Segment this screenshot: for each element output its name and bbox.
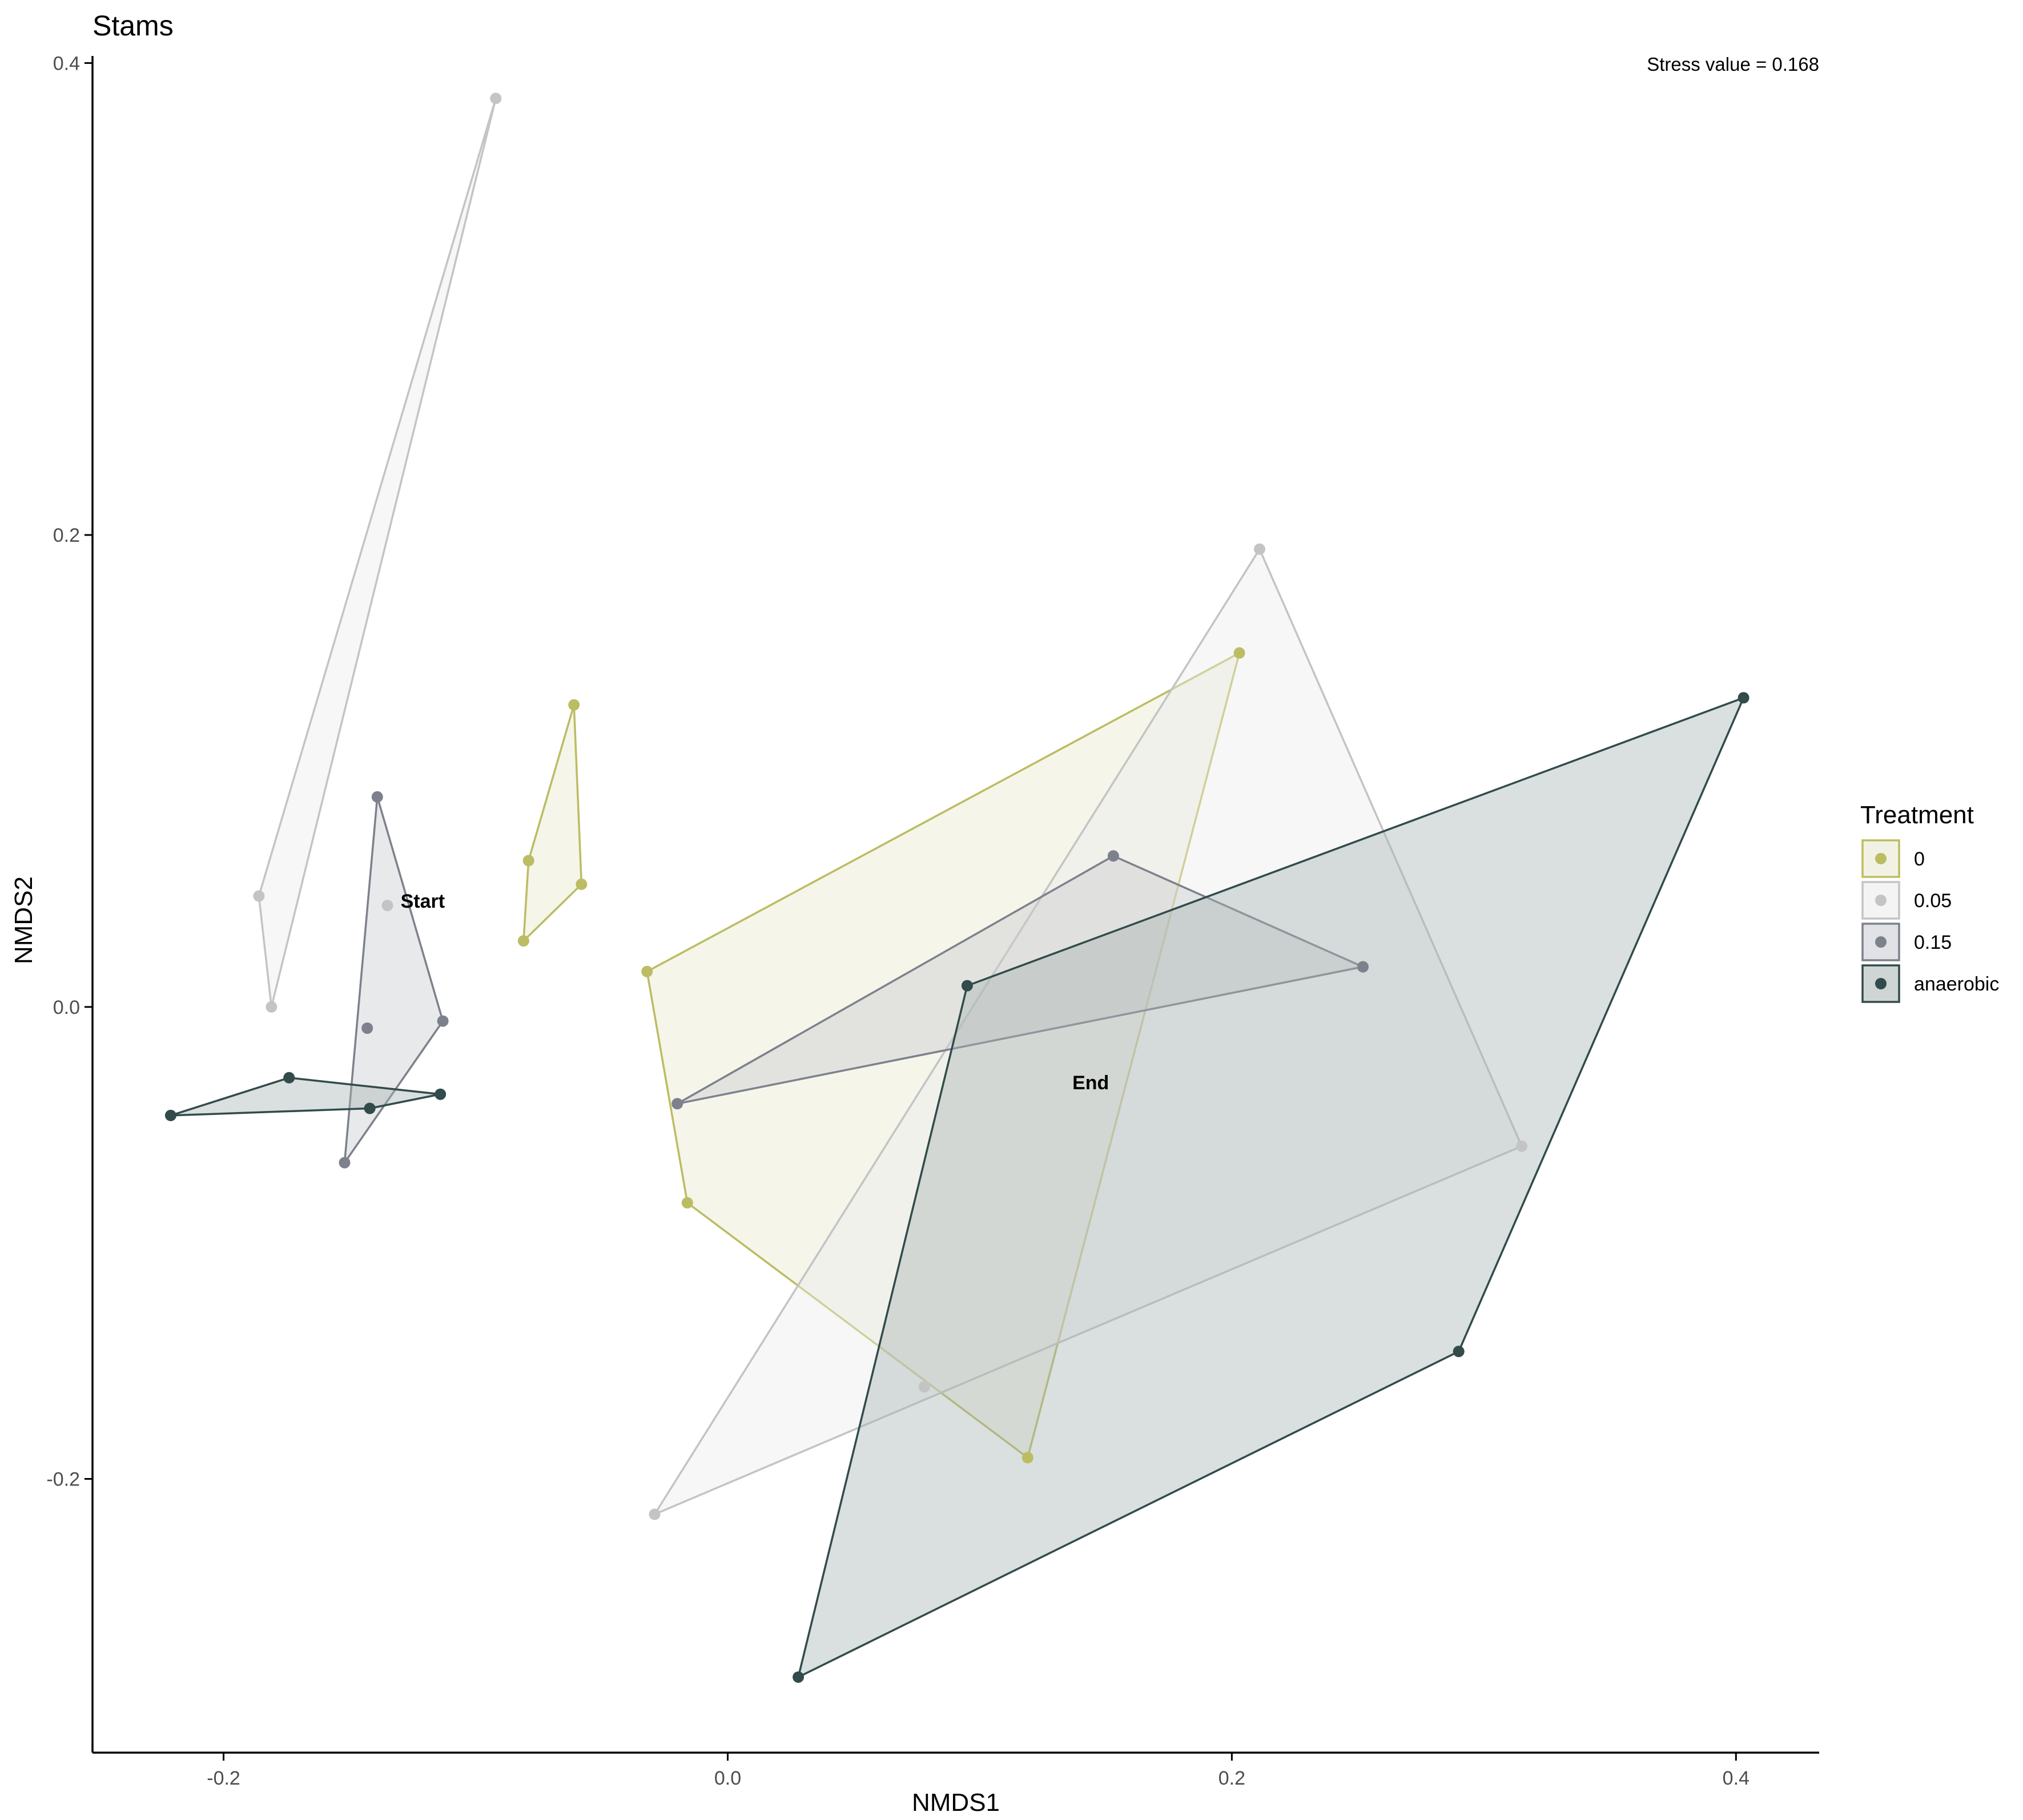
hulls-layer bbox=[170, 97, 1745, 1678]
point-0.05-1 bbox=[490, 92, 502, 104]
point-anaerobic-2 bbox=[435, 1088, 447, 1100]
point-0.15-3 bbox=[339, 1157, 351, 1169]
point-anaerobic-4 bbox=[164, 1109, 176, 1121]
annotation-start: Start bbox=[401, 891, 445, 912]
point-0.05-6 bbox=[1516, 1140, 1528, 1152]
y-axis-ticks: -0.2 0.0 0.2 0.4 bbox=[46, 53, 92, 1491]
point-0-7 bbox=[681, 1197, 693, 1209]
legend: Treatment 0 0.05 0.15 anaerobic bbox=[1860, 801, 1999, 1003]
x-tick-label: -0.2 bbox=[207, 1767, 240, 1789]
point-0.05-2 bbox=[381, 900, 393, 912]
legend-dot-0.05 bbox=[1875, 895, 1887, 906]
x-tick-label: 0.0 bbox=[714, 1767, 741, 1789]
point-anaerobic-7 bbox=[793, 1671, 805, 1683]
legend-label-anaerobic: anaerobic bbox=[1914, 973, 1999, 995]
y-axis-label: NMDS2 bbox=[10, 876, 38, 964]
point-0-1 bbox=[568, 699, 580, 711]
stress-value-label: Stress value = 0.168 bbox=[1647, 54, 1819, 75]
y-tick-label: 0.4 bbox=[53, 53, 80, 74]
legend-label-0.15: 0.15 bbox=[1914, 932, 1952, 953]
point-0-8 bbox=[641, 965, 653, 977]
legend-title: Treatment bbox=[1860, 801, 1974, 829]
point-0.05-7 bbox=[649, 1508, 661, 1520]
point-0-4 bbox=[522, 855, 534, 867]
point-anaerobic-3 bbox=[364, 1102, 376, 1114]
hull-0.15-2 bbox=[676, 855, 1364, 1105]
hull-0.05-2 bbox=[653, 548, 1523, 1516]
y-tick-label: 0.0 bbox=[53, 997, 80, 1018]
x-axis-ticks: -0.2 0.0 0.2 0.4 bbox=[207, 1753, 1749, 1789]
point-0-3 bbox=[517, 935, 529, 947]
points-layer bbox=[164, 92, 1749, 1683]
y-tick-label: 0.2 bbox=[53, 525, 80, 546]
point-0-6 bbox=[1021, 1452, 1033, 1464]
x-tick-label: 0.2 bbox=[1218, 1767, 1245, 1789]
point-anaerobic-5 bbox=[1738, 692, 1749, 704]
chart-title: Stams bbox=[92, 10, 174, 42]
legend-dot-0.15 bbox=[1875, 936, 1887, 948]
hull-0.15-1 bbox=[343, 796, 444, 1164]
legend-items: 0 0.05 0.15 anaerobic bbox=[1861, 839, 1999, 1003]
point-anaerobic-6 bbox=[1453, 1346, 1465, 1358]
legend-label-0: 0 bbox=[1914, 848, 1925, 870]
point-0.15-5 bbox=[1107, 850, 1119, 862]
hull-0.05-1 bbox=[258, 97, 497, 1008]
point-0-2 bbox=[576, 878, 588, 890]
legend-label-0.05: 0.05 bbox=[1914, 890, 1952, 912]
point-0.05-8 bbox=[918, 1381, 930, 1393]
x-tick-label: 0.4 bbox=[1723, 1767, 1749, 1789]
point-0.15-6 bbox=[1357, 961, 1369, 973]
point-0.05-5 bbox=[1254, 543, 1265, 555]
y-tick-label: -0.2 bbox=[46, 1469, 80, 1491]
point-0.15-1 bbox=[371, 791, 383, 803]
point-0.05-3 bbox=[266, 1001, 277, 1013]
legend-dot-anaerobic bbox=[1875, 978, 1887, 989]
point-0-5 bbox=[1233, 647, 1245, 659]
point-anaerobic-8 bbox=[961, 980, 973, 992]
legend-key-anaerobic bbox=[1861, 964, 1900, 1003]
point-anaerobic-1 bbox=[283, 1072, 295, 1084]
point-0.15-4 bbox=[361, 1022, 373, 1034]
point-0.05-4 bbox=[253, 890, 265, 902]
x-axis-label: NMDS1 bbox=[912, 1789, 1000, 1817]
point-0.15-2 bbox=[437, 1015, 449, 1027]
point-0.15-7 bbox=[671, 1098, 683, 1110]
legend-dot-0 bbox=[1875, 853, 1887, 864]
annotation-end: End bbox=[1072, 1072, 1109, 1094]
annotations-layer: Start End bbox=[401, 891, 1109, 1094]
